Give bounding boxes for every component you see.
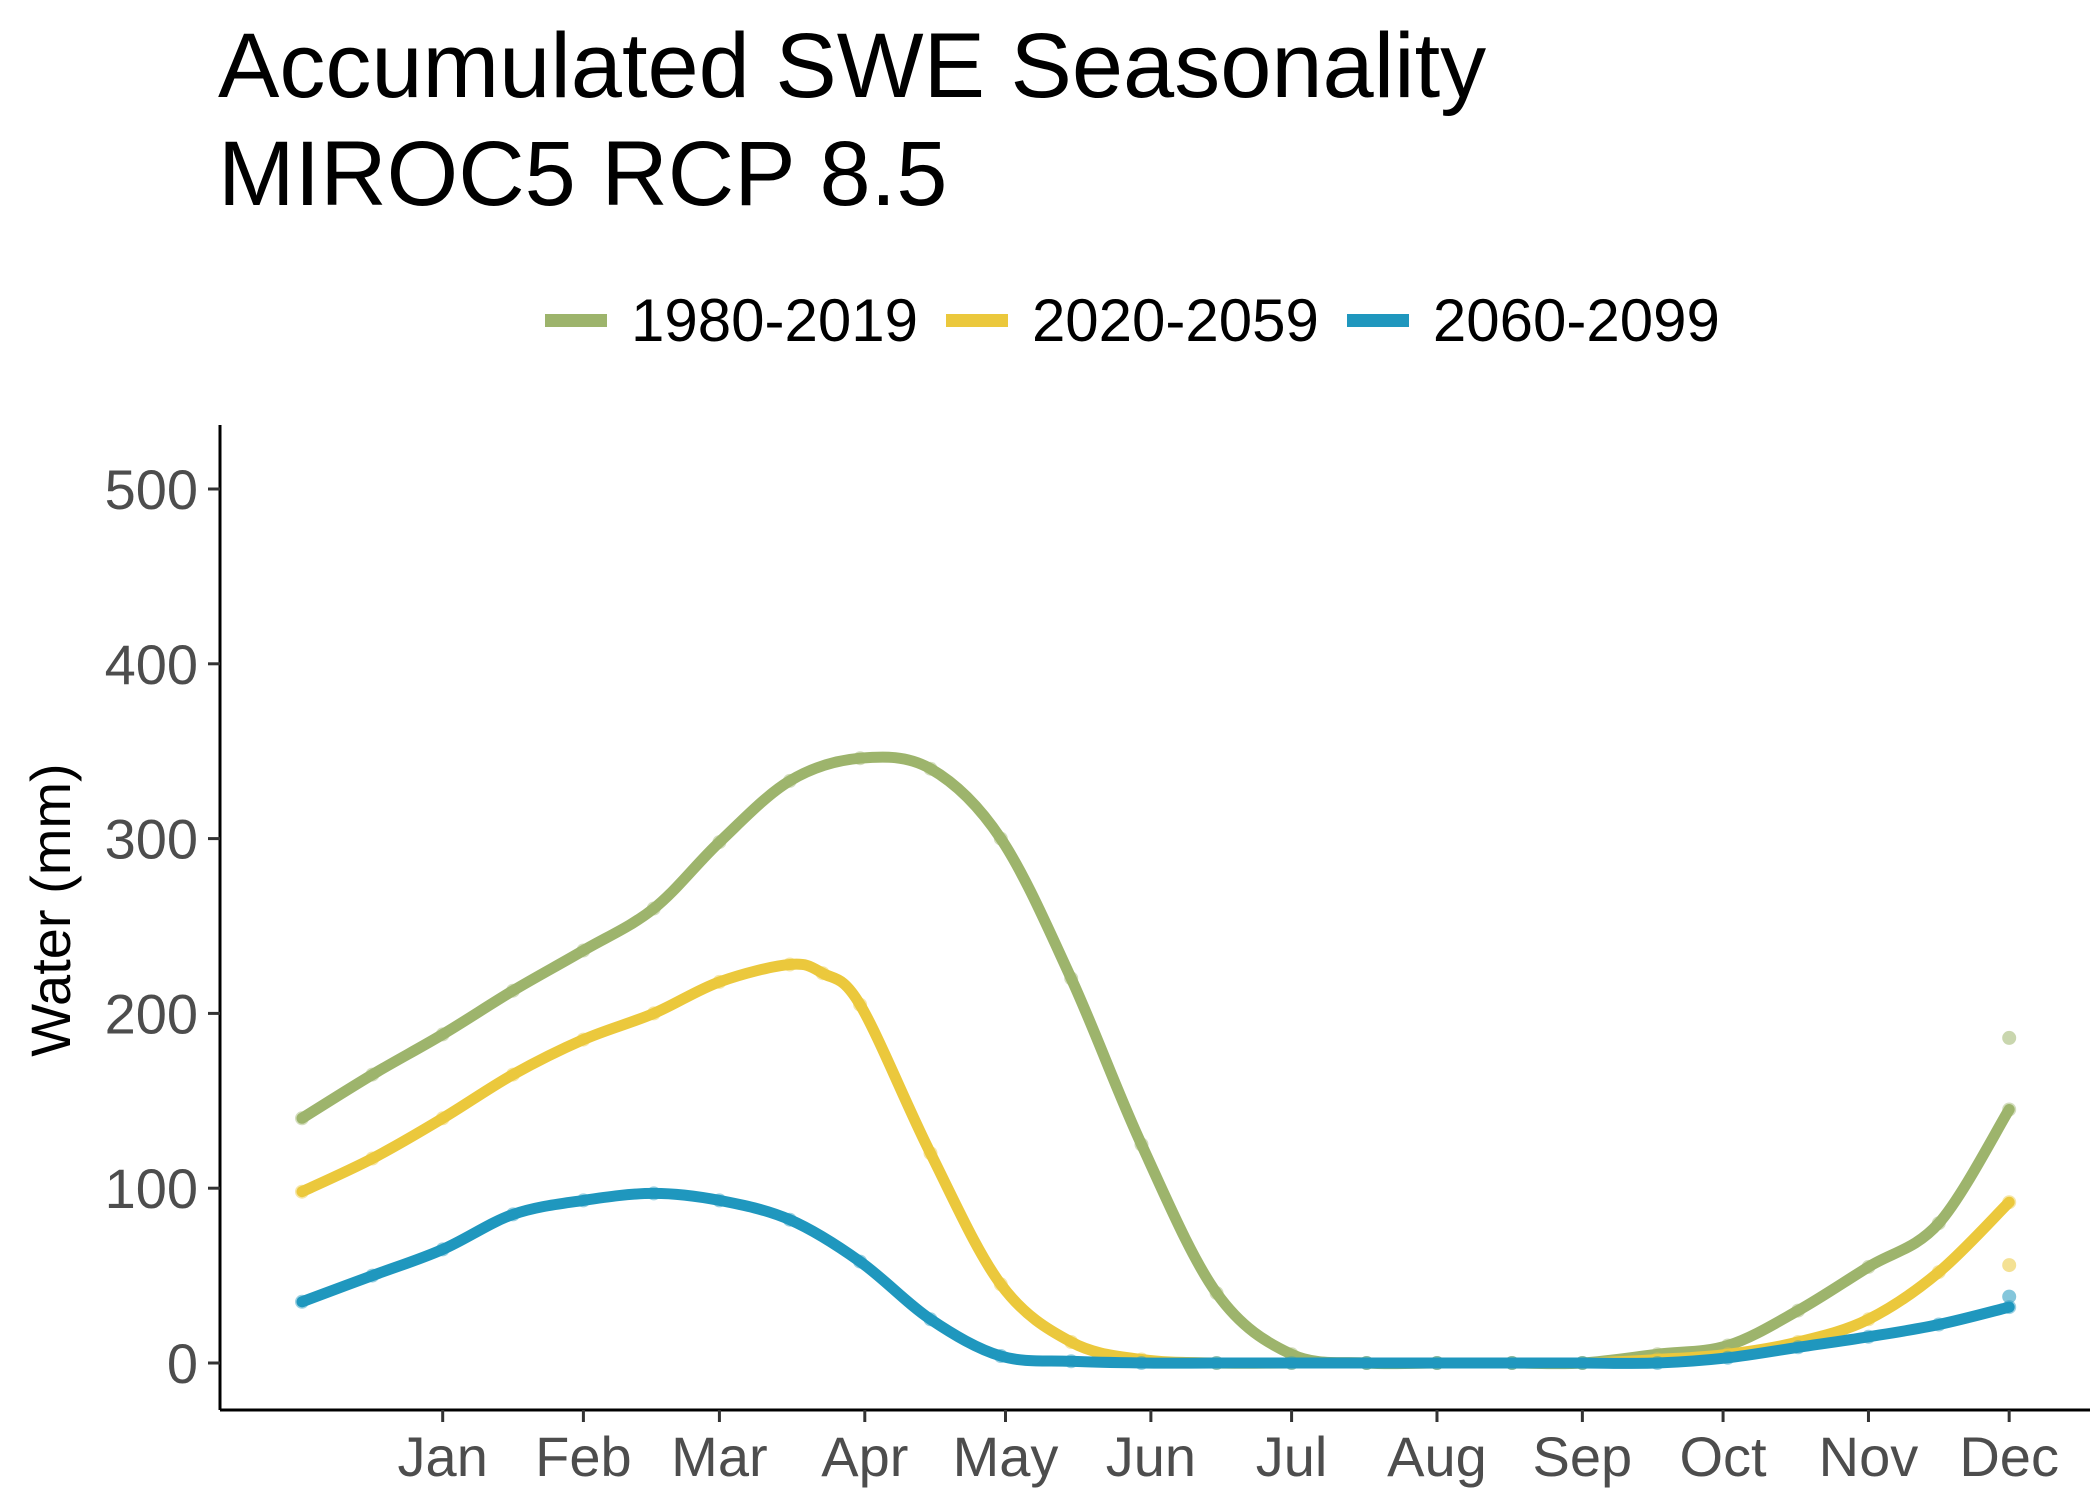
legend-label-1: 1980-2019 [631, 286, 918, 354]
outlier-point [2002, 1258, 2017, 1273]
outlier-point [2002, 1289, 2017, 1304]
x-tick-label: Nov [1819, 1425, 1919, 1488]
x-tick-label: Jun [1106, 1425, 1196, 1488]
y-tick-label: 100 [105, 1157, 198, 1220]
y-tick-label: 400 [105, 633, 198, 696]
x-tick-label: Apr [821, 1425, 908, 1488]
axis-layer [218, 425, 2090, 1412]
legend-swatch-3 [1346, 313, 1409, 327]
chart-title-line-2: MIROC5 RCP 8.5 [218, 123, 948, 225]
series-1 [295, 751, 2017, 1370]
y-tick-label: 300 [105, 808, 198, 871]
legend-item-3: 2060-2099 [1346, 286, 1720, 355]
legend-item-2: 2020-2059 [945, 286, 1319, 355]
x-tick-label: Jul [1256, 1425, 1328, 1488]
x-tick-label: Oct [1680, 1425, 1768, 1488]
x-tick-label: Dec [1959, 1425, 2059, 1488]
legend-label-3: 2060-2099 [1432, 286, 1720, 354]
y-tick-label: 200 [105, 982, 198, 1045]
y-axis-title: Water (mm) [19, 763, 82, 1056]
outlier-point [2002, 1030, 2017, 1045]
x-tick-label: Jan [398, 1425, 488, 1488]
x-tick-label: May [953, 1425, 1059, 1488]
series-line [296, 1187, 2015, 1369]
chart-title-line-1: Accumulated SWE Seasonality [218, 15, 1487, 117]
x-ticks: Jan Feb Mar Apr May Jun Jul Aug Sep Oct Nov Dec [398, 1410, 2059, 1488]
x-tick-label: Feb [535, 1425, 632, 1488]
series-layer [295, 751, 2017, 1370]
x-tick-label: Mar [671, 1425, 767, 1488]
legend-swatch-1 [545, 313, 607, 327]
legend-swatch-2 [945, 313, 1008, 327]
legend-item-1: 1980-2019 [545, 286, 918, 355]
y-tick-label: 500 [105, 458, 198, 521]
series-line [296, 751, 2015, 1370]
x-tick-label: Sep [1533, 1425, 1633, 1488]
x-tick-label: Aug [1387, 1425, 1487, 1488]
chart-title: Accumulated SWE Seasonality MIROC5 RCP 8… [218, 12, 1486, 228]
series-3 [295, 1186, 2017, 1370]
y-tick-label: 0 [167, 1332, 198, 1395]
legend-label-2: 2020-2059 [1031, 286, 1319, 354]
y-ticks: 0 100 200 300 400 500 [105, 458, 220, 1395]
legend: 1980-2019 2020-2059 2060-2099 [545, 285, 1748, 355]
